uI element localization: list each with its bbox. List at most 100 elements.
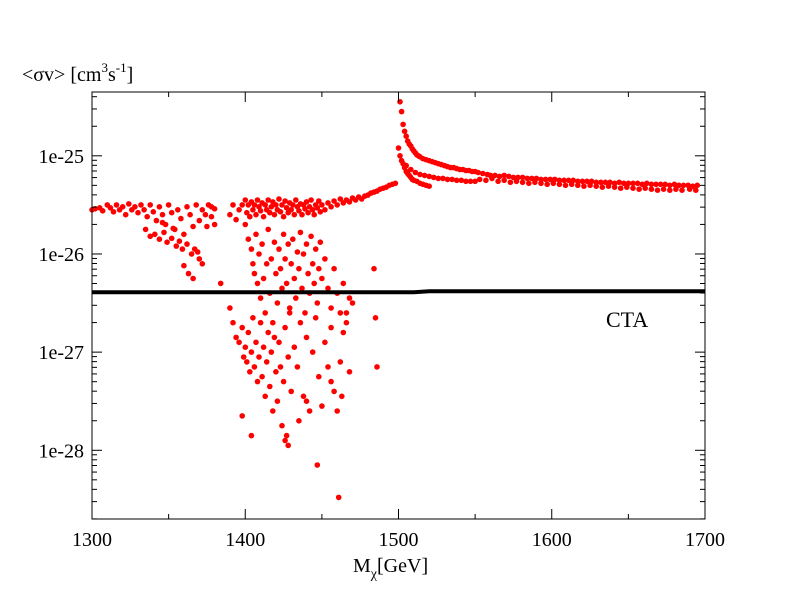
data-point bbox=[265, 197, 272, 203]
data-point bbox=[337, 310, 344, 316]
data-point bbox=[236, 339, 242, 346]
data-point bbox=[636, 186, 642, 192]
data-point bbox=[147, 233, 153, 240]
data-point bbox=[550, 180, 557, 187]
data-point bbox=[274, 300, 281, 306]
data-point bbox=[299, 285, 305, 292]
data-point bbox=[99, 208, 106, 214]
data-point bbox=[248, 349, 255, 355]
data-point bbox=[507, 179, 514, 186]
data-point bbox=[290, 236, 296, 242]
data-point bbox=[286, 305, 293, 311]
data-point bbox=[319, 275, 325, 282]
data-point bbox=[435, 175, 442, 182]
data-point bbox=[122, 211, 129, 218]
data-point bbox=[335, 494, 342, 501]
data-point bbox=[680, 182, 687, 189]
data-point bbox=[271, 211, 278, 218]
data-point bbox=[400, 121, 406, 128]
data-point bbox=[254, 378, 261, 385]
data-point bbox=[260, 213, 267, 220]
data-point bbox=[254, 197, 261, 203]
cta-sensitivity-curve bbox=[92, 289, 705, 295]
data-point bbox=[290, 202, 296, 208]
data-point bbox=[616, 179, 622, 186]
data-point bbox=[426, 183, 433, 189]
data-point bbox=[584, 178, 590, 185]
data-point bbox=[286, 310, 293, 316]
data-point bbox=[654, 187, 661, 193]
data-point bbox=[262, 310, 269, 316]
data-point bbox=[296, 265, 302, 272]
data-point bbox=[291, 275, 298, 282]
data-point bbox=[309, 349, 316, 355]
data-point bbox=[185, 270, 192, 277]
data-point bbox=[611, 180, 618, 187]
x-tick-label: 1400 bbox=[225, 529, 265, 551]
data-point bbox=[250, 315, 256, 321]
data-point bbox=[150, 209, 157, 215]
data-point bbox=[270, 408, 276, 414]
data-point bbox=[233, 216, 239, 223]
data-point bbox=[328, 204, 334, 210]
data-point bbox=[440, 175, 446, 182]
data-point bbox=[662, 181, 668, 188]
data-point bbox=[280, 213, 287, 220]
data-point bbox=[331, 198, 337, 204]
data-point bbox=[268, 204, 275, 210]
data-point bbox=[644, 180, 650, 187]
data-point bbox=[667, 187, 673, 193]
data-point bbox=[316, 373, 322, 380]
data-point bbox=[282, 198, 288, 204]
data-point bbox=[599, 184, 606, 190]
data-point bbox=[274, 398, 281, 405]
y-tick-label: 1e-26 bbox=[38, 244, 84, 266]
data-point bbox=[126, 201, 132, 207]
data-point bbox=[236, 207, 242, 213]
data-point bbox=[144, 213, 150, 220]
data-point bbox=[164, 239, 170, 245]
data-point bbox=[263, 359, 270, 365]
data-point bbox=[308, 197, 314, 203]
data-point bbox=[343, 310, 350, 316]
data-point bbox=[339, 393, 345, 400]
data-point bbox=[233, 334, 239, 341]
data-point bbox=[279, 285, 285, 292]
data-point bbox=[303, 199, 310, 205]
data-point bbox=[199, 261, 206, 267]
data-point bbox=[314, 205, 321, 211]
data-point bbox=[282, 437, 288, 444]
data-point bbox=[495, 178, 501, 185]
data-point bbox=[296, 418, 302, 424]
data-point bbox=[463, 178, 469, 185]
data-point bbox=[277, 209, 284, 215]
data-point bbox=[161, 229, 167, 236]
y-tick-label: 1e-27 bbox=[38, 342, 84, 364]
data-point bbox=[593, 179, 599, 186]
data-point bbox=[328, 378, 334, 385]
data-point bbox=[325, 200, 331, 206]
data-point bbox=[556, 177, 563, 184]
data-point bbox=[257, 208, 264, 214]
data-point bbox=[138, 202, 144, 208]
data-point bbox=[178, 215, 184, 222]
data-point bbox=[291, 344, 298, 351]
data-point bbox=[561, 177, 567, 184]
data-point bbox=[152, 231, 158, 238]
data-point bbox=[372, 315, 379, 321]
data-point bbox=[306, 408, 313, 414]
data-point bbox=[176, 238, 183, 244]
data-point bbox=[392, 180, 399, 187]
data-point bbox=[227, 305, 233, 311]
data-point bbox=[110, 209, 117, 215]
data-point bbox=[547, 176, 553, 183]
data-point bbox=[322, 339, 328, 346]
data-point bbox=[602, 179, 609, 186]
data-point bbox=[277, 265, 284, 272]
data-point bbox=[268, 349, 275, 355]
y-tick-label: 1e-28 bbox=[38, 440, 84, 462]
data-point bbox=[188, 251, 195, 257]
data-point bbox=[227, 211, 233, 218]
data-point bbox=[575, 182, 581, 189]
data-point bbox=[316, 265, 322, 272]
